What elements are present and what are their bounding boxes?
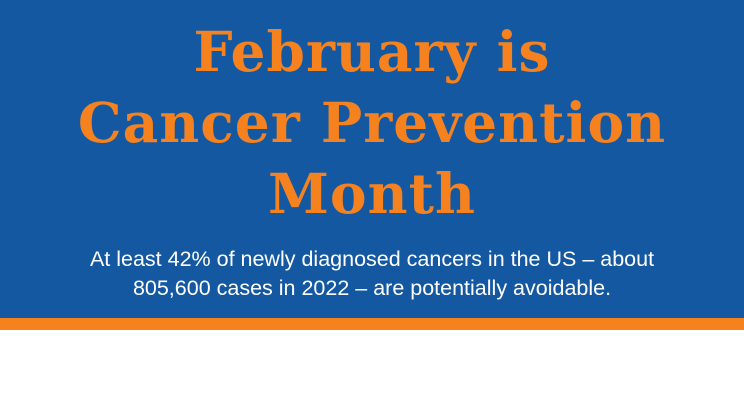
hero-section: February is Cancer Prevention Month At l…: [0, 0, 744, 318]
banner-subtitle: At least 42% of newly diagnosed cancers …: [0, 245, 744, 303]
title-line-2: Cancer Prevention: [77, 90, 667, 155]
title-line-3: Month: [268, 161, 476, 226]
subtitle-line-1: At least 42% of newly diagnosed cancers …: [89, 247, 655, 271]
partner-logos-footer: CURESEARCH FOR CHILDREN'S CANCER Melanma…: [0, 330, 744, 419]
orange-divider-bar: [0, 318, 744, 330]
title-line-1: February is: [193, 19, 551, 84]
banner-title: February is Cancer Prevention Month: [77, 19, 667, 226]
subtitle-line-2: 805,600 cases in 2022 – are potentially …: [132, 276, 612, 300]
